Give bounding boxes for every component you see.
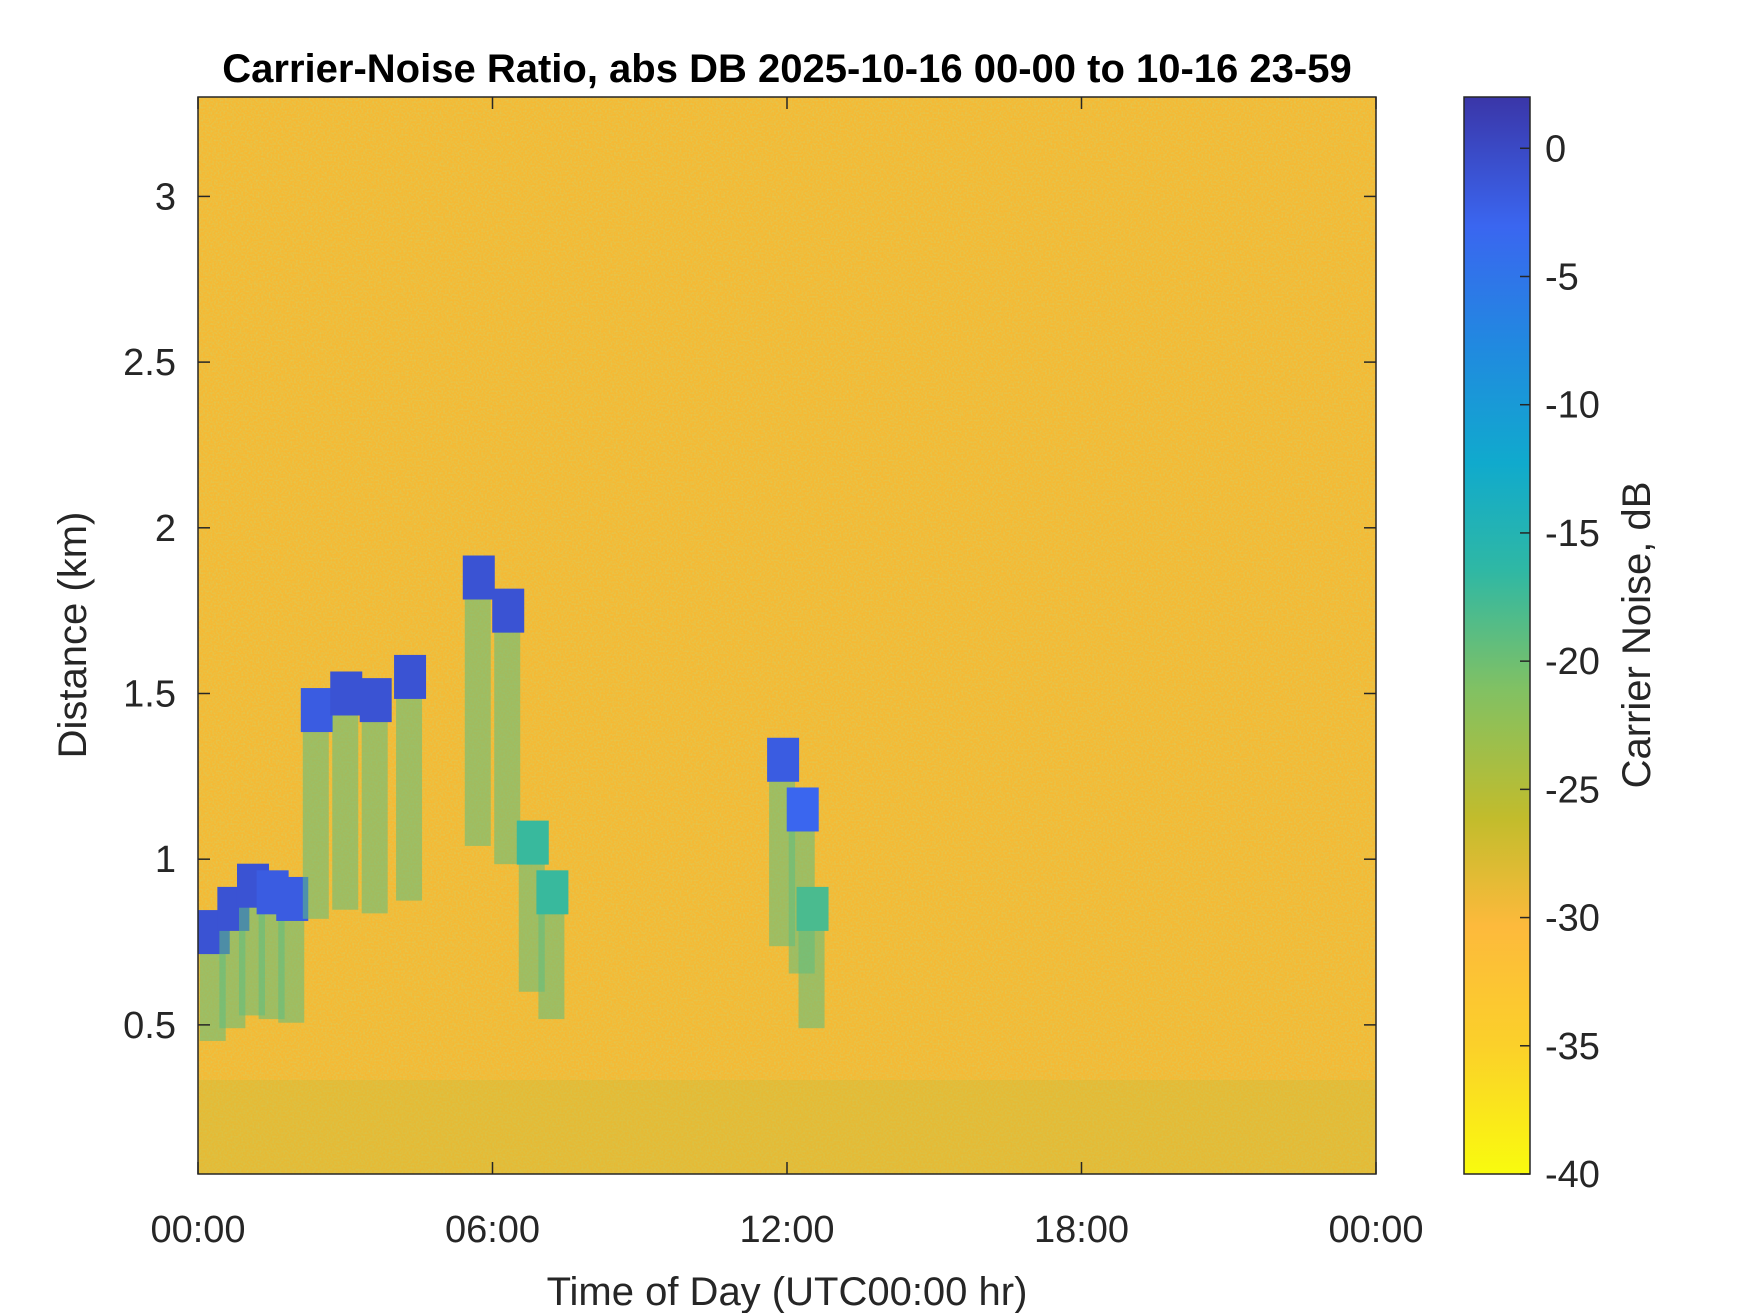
cloud-return-cell bbox=[300, 688, 333, 733]
cloud-return-cell bbox=[359, 678, 392, 723]
y-tick-label: 0.5 bbox=[123, 1005, 176, 1047]
x-tick-label: 00:00 bbox=[1328, 1209, 1423, 1251]
colorbar-gradient bbox=[1463, 96, 1531, 1175]
colorbar-tick-label: -10 bbox=[1545, 385, 1600, 427]
colorbar-tick-label: 0 bbox=[1545, 128, 1566, 170]
y-tick-label: 2 bbox=[155, 508, 176, 550]
colorbar-tick-label: -20 bbox=[1545, 641, 1600, 683]
cloud-return-cell bbox=[767, 737, 800, 782]
plot-area bbox=[198, 97, 1376, 1174]
virga-streak bbox=[494, 610, 521, 865]
colorbar-tick-label: -35 bbox=[1545, 1026, 1600, 1068]
cloud-return-cell bbox=[516, 820, 549, 865]
cloud-returns bbox=[198, 555, 829, 1041]
virga-streak bbox=[464, 577, 491, 846]
colorbar-tick-label: -30 bbox=[1545, 898, 1600, 940]
y-tick-label: 3 bbox=[155, 176, 176, 218]
cloud-return-cell bbox=[330, 671, 363, 716]
x-tick-label: 12:00 bbox=[739, 1209, 834, 1251]
y-axis-label: Distance (km) bbox=[51, 512, 95, 759]
x-tick-label: 06:00 bbox=[445, 1209, 540, 1251]
cloud-return-cell bbox=[786, 787, 819, 832]
y-tick-label: 1 bbox=[155, 839, 176, 881]
cloud-return-cell bbox=[394, 654, 427, 699]
chart-title: Carrier-Noise Ratio, abs DB 2025-10-16 0… bbox=[222, 47, 1351, 91]
colorbar-tick-label: -15 bbox=[1545, 513, 1600, 555]
virga-streak bbox=[396, 676, 423, 901]
colorbar-tick-label: -40 bbox=[1545, 1154, 1600, 1196]
x-axis: 00:00 06:00 12:00 18:00 00:00 bbox=[150, 97, 1424, 1251]
lower-haze bbox=[198, 1080, 1376, 1174]
colorbar: 0 -5 -10 -15 -20 -25 -30 -35 -40 Carrier Noise, … bbox=[1463, 96, 1659, 1196]
x-tick-label: 18:00 bbox=[1034, 1209, 1129, 1251]
y-axis: 0.5 1 1.5 2 2.5 3 bbox=[123, 176, 1376, 1047]
colorbar-label: Carrier Noise, dB bbox=[1615, 482, 1659, 789]
cloud-return-cell bbox=[536, 870, 569, 915]
x-axis-label: Time of Day (UTC00:00 hr) bbox=[547, 1270, 1028, 1313]
x-tick-label: 00:00 bbox=[150, 1209, 245, 1251]
virga-streak bbox=[361, 700, 388, 914]
y-tick-label: 2.5 bbox=[123, 342, 176, 384]
cloud-return-cell bbox=[492, 588, 525, 633]
virga-streak bbox=[302, 710, 329, 919]
cloud-return-cell bbox=[462, 555, 495, 600]
plot-grain bbox=[198, 97, 1376, 1174]
colorbar-ticks: 0 -5 -10 -15 -20 -25 -30 -35 -40 bbox=[1520, 128, 1600, 1196]
cloud-return-cell bbox=[796, 886, 829, 931]
y-tick-label: 1.5 bbox=[123, 673, 176, 715]
virga-streak bbox=[332, 693, 359, 910]
colorbar-tick-label: -5 bbox=[1545, 257, 1579, 299]
colorbar-tick-label: -25 bbox=[1545, 769, 1600, 811]
